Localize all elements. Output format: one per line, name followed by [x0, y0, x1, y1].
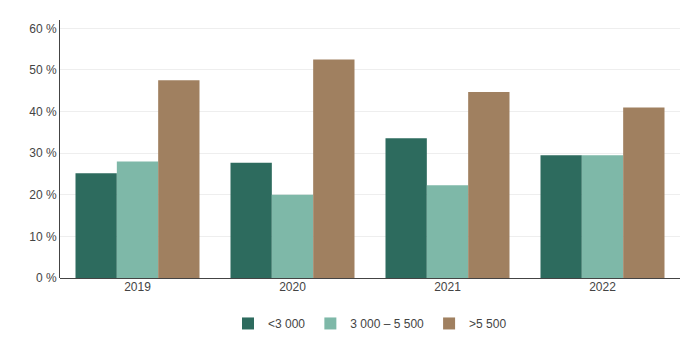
svg-text:10 %: 10 % — [29, 230, 57, 244]
svg-text:2022: 2022 — [589, 280, 616, 294]
svg-text:<3 000: <3 000 — [268, 317, 305, 331]
svg-text:20 %: 20 % — [29, 188, 57, 202]
svg-text:>5 500: >5 500 — [469, 317, 506, 331]
svg-text:2020: 2020 — [279, 280, 306, 294]
svg-text:2019: 2019 — [124, 280, 151, 294]
svg-text:60 %: 60 % — [29, 22, 57, 36]
svg-text:2021: 2021 — [434, 280, 461, 294]
svg-text:50 %: 50 % — [29, 63, 57, 77]
svg-text:40 %: 40 % — [29, 105, 57, 119]
svg-text:0 %: 0 % — [36, 271, 57, 285]
svg-text:3 000 – 5 500: 3 000 – 5 500 — [350, 317, 424, 331]
svg-text:30 %: 30 % — [29, 146, 57, 160]
